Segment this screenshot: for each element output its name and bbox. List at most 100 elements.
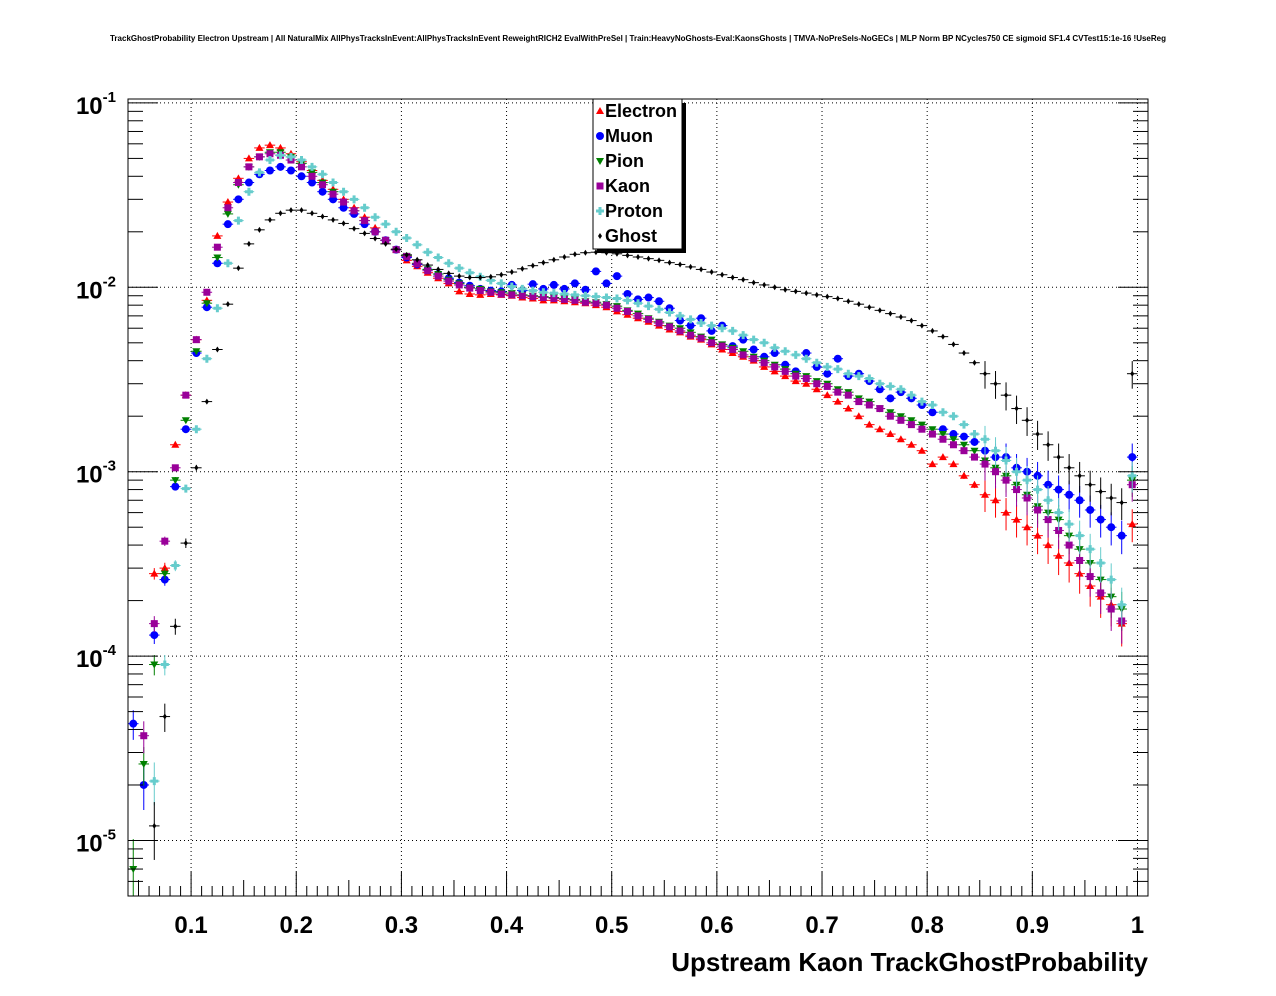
muon-point <box>685 321 696 330</box>
electron-point <box>979 480 991 512</box>
kaon-point <box>790 372 801 380</box>
ghost-marker <box>331 216 336 223</box>
kaon-marker <box>655 319 663 327</box>
proton-marker <box>665 308 674 317</box>
electron-point <box>843 404 854 412</box>
kaon-marker <box>792 372 800 380</box>
proton-marker <box>991 446 1000 455</box>
muon-marker <box>549 280 558 289</box>
muon-point <box>695 314 707 323</box>
ghost-marker <box>488 273 493 280</box>
kaon-point <box>969 453 980 461</box>
ghost-point <box>191 464 202 471</box>
ghost-marker <box>257 226 262 233</box>
proton-marker <box>549 289 558 298</box>
kaon-marker <box>1034 506 1042 514</box>
ghost-point <box>1000 382 1012 411</box>
muon-marker <box>623 289 632 298</box>
proton-marker <box>318 170 327 179</box>
muon-point <box>317 187 328 196</box>
muon-point <box>548 280 560 289</box>
y-tick-label: 10-4 <box>76 642 117 673</box>
ghost-point <box>264 216 276 223</box>
proton-point <box>895 385 907 394</box>
ghost-marker <box>1025 417 1030 424</box>
proton-marker <box>886 382 895 391</box>
ghost-point <box>1063 454 1075 485</box>
kaon-point <box>317 181 328 189</box>
ghost-marker <box>446 270 451 277</box>
kaon-marker <box>350 207 358 215</box>
ghost-marker <box>299 207 304 214</box>
kaon-marker <box>960 447 968 455</box>
muon-marker <box>665 304 674 313</box>
kaon-point <box>264 150 276 158</box>
proton-marker <box>781 347 790 356</box>
ghost-marker <box>162 713 167 720</box>
proton-marker <box>928 400 937 409</box>
kaon-marker <box>455 281 463 289</box>
kaon-marker <box>518 292 526 300</box>
electron-marker <box>476 290 485 298</box>
proton-point <box>864 374 875 383</box>
proton-marker <box>486 276 495 285</box>
kaon-point <box>695 334 707 342</box>
kaon-point <box>769 363 780 371</box>
pion-point <box>170 476 181 485</box>
proton-point <box>1042 485 1054 518</box>
muon-marker <box>570 279 579 288</box>
proton-point <box>843 369 854 378</box>
proton-point <box>569 290 581 299</box>
electron-marker <box>465 289 474 297</box>
muon-marker <box>676 316 685 325</box>
kaon-marker <box>150 620 158 628</box>
electron-marker <box>276 143 285 151</box>
electron-marker <box>833 397 842 405</box>
ghost-point <box>727 274 738 281</box>
pion-marker <box>171 477 180 485</box>
proton-marker <box>791 350 800 359</box>
kaon-point <box>832 388 844 396</box>
ghost-marker <box>467 274 472 281</box>
kaon-point <box>527 293 539 301</box>
kaon-marker <box>361 217 369 225</box>
ghost-marker <box>646 255 651 262</box>
kaon-point <box>191 336 202 344</box>
proton-point <box>548 289 560 298</box>
proton-marker <box>1012 467 1021 476</box>
kaon-point <box>233 179 244 187</box>
kaon-marker <box>907 421 915 429</box>
proton-marker <box>1002 456 1011 465</box>
proton-point <box>443 259 454 268</box>
muon-point <box>822 369 833 378</box>
pion-point <box>222 210 234 218</box>
kaon-marker <box>928 430 936 438</box>
proton-marker <box>181 484 190 493</box>
pion-marker <box>949 436 958 444</box>
ghost-marker <box>267 216 272 223</box>
ghost-point <box>359 230 370 237</box>
muon-point <box>243 178 255 187</box>
pion-point <box>128 839 139 896</box>
proton-point <box>464 268 476 277</box>
x-tick-label: 0.3 <box>385 912 418 939</box>
proton-marker <box>444 259 453 268</box>
kaon-point <box>201 288 213 296</box>
proton-marker <box>276 151 285 160</box>
muon-marker <box>770 349 779 358</box>
kaon-point <box>800 375 812 383</box>
muon-marker <box>928 408 937 417</box>
kaon-marker <box>981 460 989 468</box>
legend-item-proton: Proton <box>596 201 663 221</box>
ghost-point <box>401 251 412 258</box>
proton-marker <box>686 315 695 324</box>
kaon-marker <box>213 243 221 251</box>
proton-marker <box>507 282 516 291</box>
muon-point <box>832 354 844 363</box>
muon-marker <box>1107 523 1116 532</box>
kaon-point <box>464 284 476 292</box>
pion-marker <box>896 413 905 421</box>
muon-point <box>769 349 780 358</box>
ghost-marker <box>362 230 367 237</box>
proton-point <box>937 408 949 417</box>
